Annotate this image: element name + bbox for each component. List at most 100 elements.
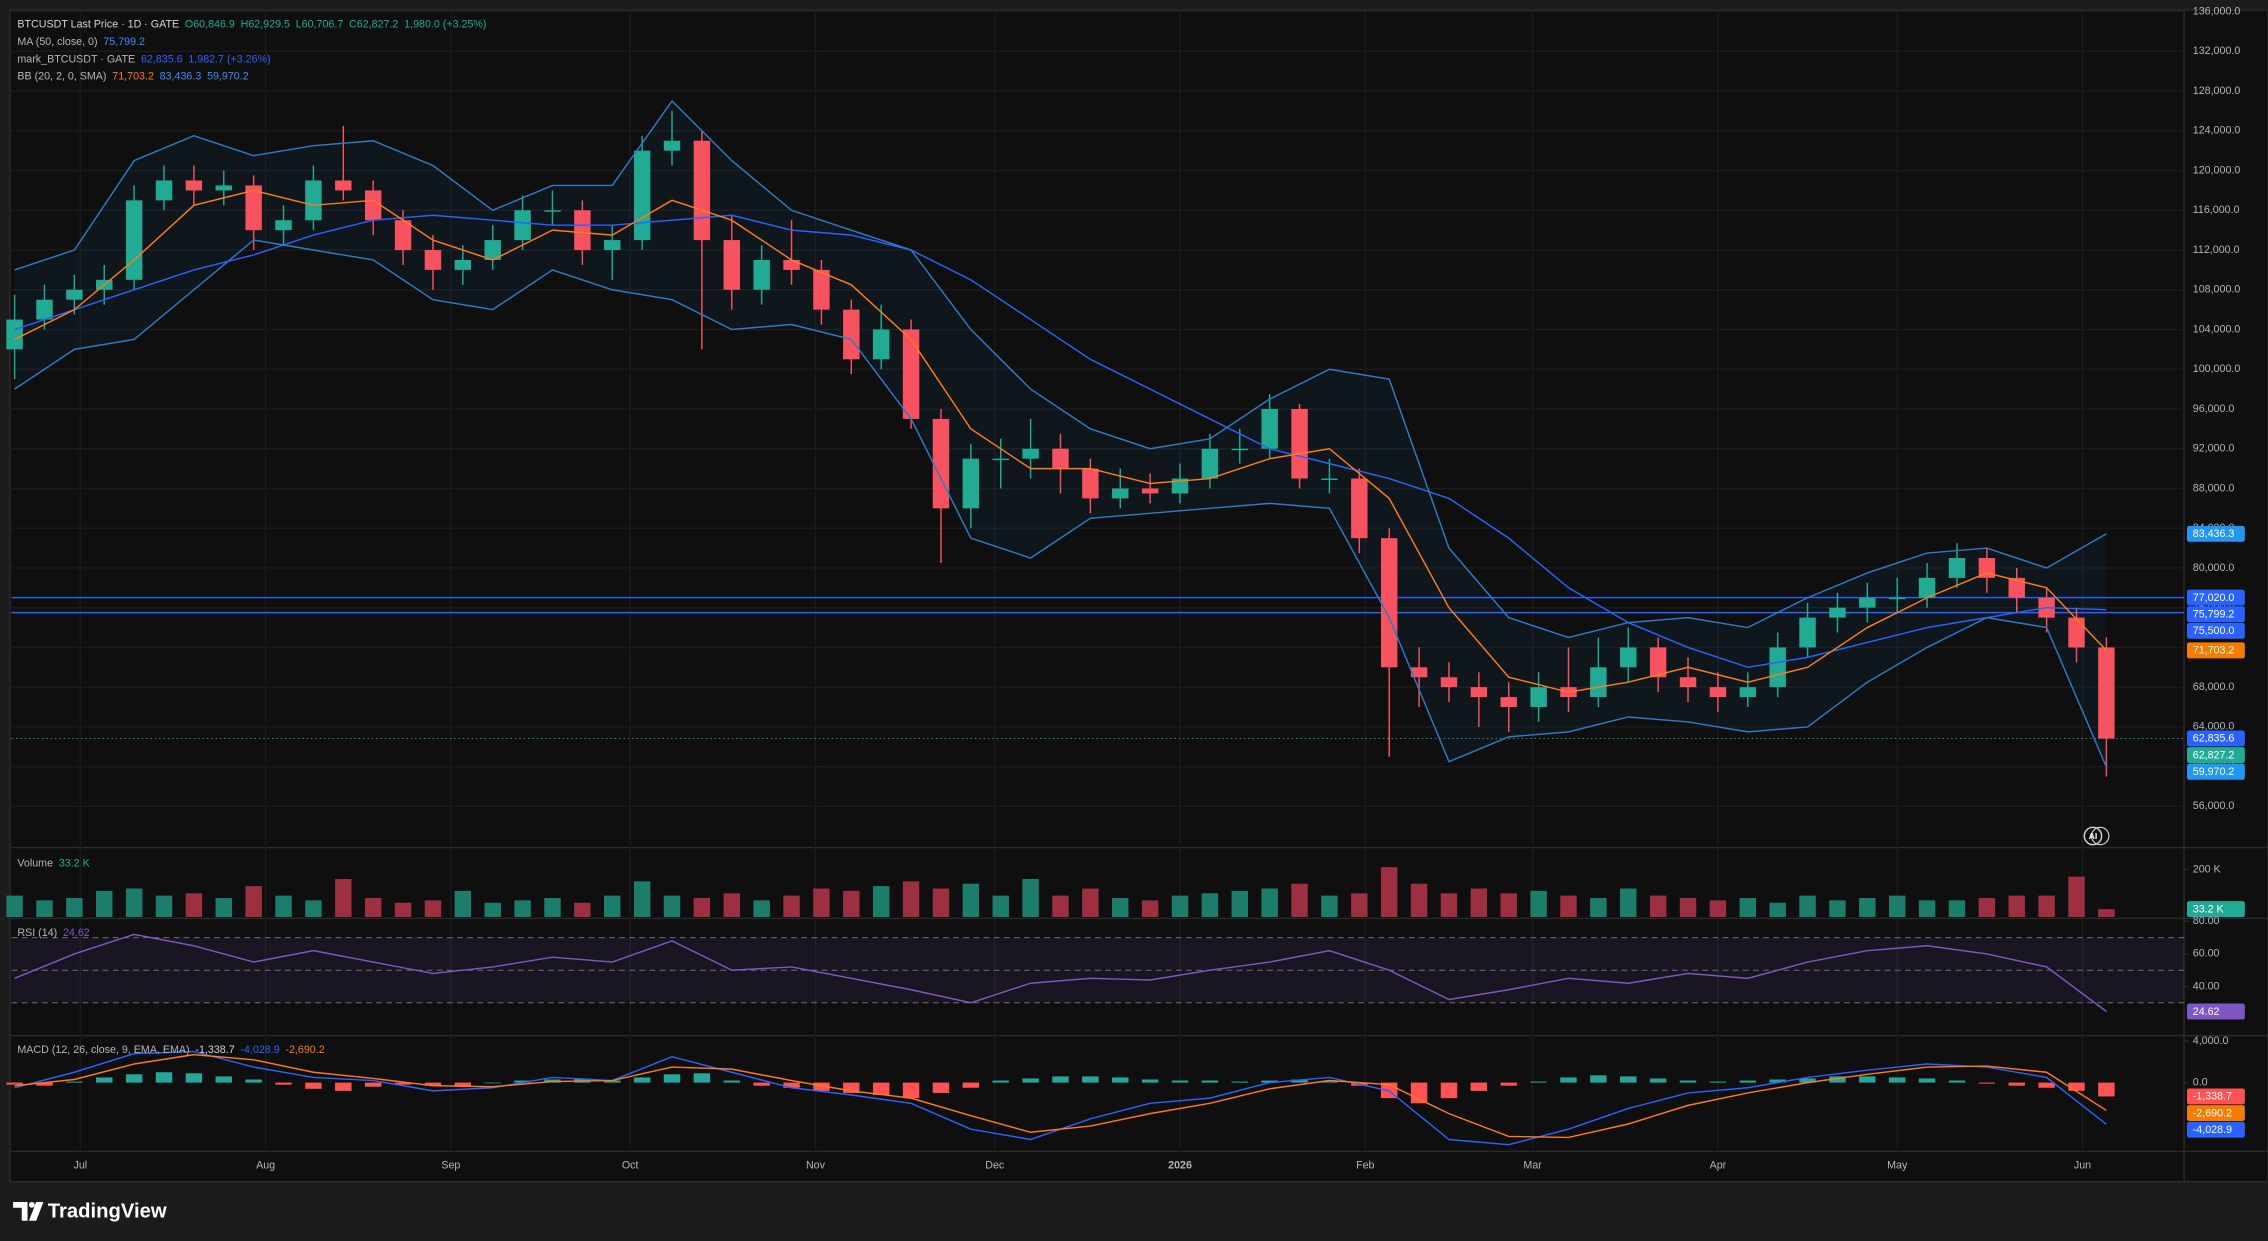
price-badge bbox=[2186, 525, 2245, 542]
y-tick-label: 88,000.0 bbox=[2193, 482, 2235, 494]
volume-bar bbox=[1739, 897, 1757, 918]
candle-body bbox=[723, 240, 740, 290]
volume-bar bbox=[1590, 897, 1607, 918]
ai-button[interactable]: AI bbox=[2083, 826, 2110, 846]
volume-bar bbox=[723, 893, 740, 918]
legend-item: O60,846.9 bbox=[185, 18, 235, 30]
x-tick-label: Dec bbox=[985, 1160, 1005, 1172]
volume-bar bbox=[1859, 897, 1876, 918]
candle-body bbox=[1112, 488, 1129, 499]
volume-bar bbox=[305, 900, 322, 918]
rsi-line bbox=[14, 933, 2107, 1013]
macd-histogram-bar bbox=[1739, 1080, 1757, 1083]
indicator-line bbox=[14, 214, 2107, 669]
volume-bar bbox=[1948, 900, 1966, 918]
logo-mark bbox=[28, 1201, 35, 1208]
candle-body bbox=[335, 180, 352, 191]
macd-histogram-bar bbox=[215, 1076, 232, 1083]
macd-histogram-bar bbox=[66, 1081, 83, 1083]
candle-body bbox=[544, 210, 561, 212]
price-badge-label: 83,436.3 bbox=[2193, 528, 2235, 540]
y-tick-label: 0.0 bbox=[2193, 1076, 2208, 1088]
x-tick-label: Nov bbox=[806, 1160, 826, 1172]
macd-histogram-bar bbox=[962, 1082, 980, 1088]
candle-body bbox=[1530, 687, 1547, 708]
candle-body bbox=[305, 180, 322, 221]
macd-histogram-bar bbox=[1888, 1077, 1906, 1083]
candle-body bbox=[394, 220, 412, 251]
legend-row: MA (50, close, 0) 75,799.2 bbox=[17, 36, 145, 48]
candle-body bbox=[1739, 687, 1757, 698]
volume-bar bbox=[1171, 895, 1189, 918]
candle-body bbox=[1082, 468, 1099, 499]
price-badge bbox=[2186, 1088, 2245, 1105]
legend-item: MA (50, close, 0) bbox=[17, 36, 97, 48]
y-tick-label: 120,000.0 bbox=[2193, 164, 2241, 176]
legend-item: 1,980.0 (+3.25%) bbox=[404, 18, 486, 30]
macd-histogram-bar bbox=[1709, 1081, 1727, 1083]
candle-body bbox=[932, 418, 950, 509]
legend-item: 83,436.3 bbox=[160, 70, 202, 82]
macd-histogram-bar bbox=[2098, 1082, 2115, 1097]
volume-bar bbox=[663, 895, 681, 918]
candle-body bbox=[424, 250, 442, 270]
macd-histogram-bar bbox=[1948, 1080, 1966, 1083]
x-tick-label: May bbox=[1887, 1160, 1908, 1172]
price-badge-label: 75,500.0 bbox=[2193, 625, 2235, 637]
candle-body bbox=[514, 210, 531, 241]
macd-histogram-bar bbox=[1620, 1076, 1637, 1083]
volume-bar bbox=[1261, 888, 1278, 918]
legend-item: 1,982.7 (+3.26%) bbox=[188, 53, 270, 65]
candle-body bbox=[1978, 558, 1996, 578]
volume-bar bbox=[783, 895, 800, 918]
macd-histogram-bar bbox=[1799, 1078, 1816, 1083]
candle-body bbox=[574, 210, 591, 251]
y-tick-label: 68,000.0 bbox=[2193, 681, 2235, 693]
volume-bar bbox=[2098, 909, 2115, 918]
volume-bar bbox=[1799, 895, 1816, 918]
candle-body bbox=[275, 220, 292, 231]
price-badge bbox=[2186, 1105, 2245, 1122]
candle-body bbox=[1948, 558, 1966, 578]
volume-bar bbox=[813, 888, 830, 918]
x-tick-label: Feb bbox=[1356, 1160, 1374, 1172]
volume-bar bbox=[544, 897, 561, 918]
ai-icon bbox=[2083, 826, 2103, 846]
candle-body bbox=[1500, 697, 1517, 708]
y-tick-label: 116,000.0 bbox=[2193, 204, 2240, 216]
volume-bar bbox=[1530, 890, 1547, 918]
y-tick-label: 128,000.0 bbox=[2193, 85, 2241, 97]
candle-body bbox=[604, 240, 621, 251]
x-tick-label: Mar bbox=[1523, 1160, 1542, 1172]
candle-body bbox=[962, 458, 980, 509]
y-tick-label: 112,000.0 bbox=[2193, 244, 2240, 256]
macd-histogram-bar bbox=[1261, 1080, 1278, 1083]
price-badge bbox=[2186, 763, 2245, 780]
volume-bar bbox=[932, 888, 950, 918]
macd-histogram-bar bbox=[484, 1082, 501, 1084]
brand-logo[interactable]: TradingView bbox=[13, 1200, 167, 1222]
y-tick-label: 92,000.0 bbox=[2193, 443, 2235, 455]
logo-mark bbox=[13, 1201, 28, 1221]
brand-name: TradingView bbox=[48, 1200, 167, 1222]
volume-bar bbox=[1679, 897, 1697, 918]
legend-item: BB (20, 2, 0, SMA) bbox=[17, 70, 106, 82]
legend-item: 75,799.2 bbox=[103, 36, 145, 48]
macd-histogram-bar bbox=[2068, 1082, 2085, 1091]
macd-histogram-bar bbox=[1978, 1082, 1996, 1084]
candle-body bbox=[813, 269, 830, 310]
grid-layer bbox=[11, 10, 2189, 1150]
y-tick-label: 124,000.0 bbox=[2193, 125, 2241, 137]
macd-histogram-bar bbox=[663, 1074, 681, 1083]
macd-histogram-bar bbox=[454, 1082, 472, 1087]
legend-item: RSI (14) bbox=[17, 927, 57, 939]
volume-bar bbox=[36, 900, 53, 918]
macd-histogram-bar bbox=[1082, 1076, 1099, 1083]
macd-histogram-bar bbox=[1022, 1078, 1039, 1083]
volume-bar bbox=[514, 900, 531, 918]
macd-histogram-bar bbox=[36, 1082, 53, 1086]
macd-histogram-bar bbox=[1470, 1082, 1488, 1091]
candle-body bbox=[1769, 647, 1786, 688]
macd-histogram-bar bbox=[1530, 1081, 1547, 1083]
